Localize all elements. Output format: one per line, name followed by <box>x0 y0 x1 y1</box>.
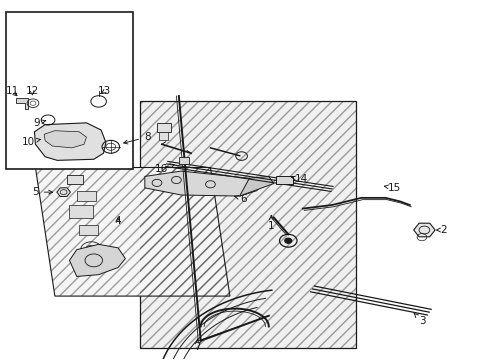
Polygon shape <box>34 123 106 160</box>
Text: 5: 5 <box>32 187 52 197</box>
Polygon shape <box>44 131 86 148</box>
Bar <box>67 175 82 184</box>
Polygon shape <box>140 102 356 348</box>
Text: 9: 9 <box>34 118 46 128</box>
Polygon shape <box>276 176 292 184</box>
Text: 3: 3 <box>413 313 425 326</box>
Text: 12: 12 <box>25 86 39 96</box>
Text: 14: 14 <box>291 174 307 184</box>
Text: 13: 13 <box>98 86 111 96</box>
Bar <box>77 192 96 202</box>
Text: 7: 7 <box>194 339 200 352</box>
Text: 8: 8 <box>123 132 150 144</box>
Text: 6: 6 <box>234 194 246 203</box>
Polygon shape <box>144 171 264 196</box>
Polygon shape <box>57 188 70 197</box>
Circle shape <box>285 238 291 243</box>
Bar <box>79 225 98 235</box>
Bar <box>157 123 170 132</box>
Text: 16: 16 <box>155 164 174 174</box>
Text: 4: 4 <box>115 216 121 226</box>
Polygon shape <box>69 244 125 276</box>
Bar <box>179 157 188 164</box>
Text: 1: 1 <box>267 216 274 231</box>
Text: 11: 11 <box>5 86 19 96</box>
Text: 10: 10 <box>21 137 41 147</box>
Bar <box>159 132 168 140</box>
Bar <box>6 12 132 169</box>
Text: 15: 15 <box>384 183 400 193</box>
Polygon shape <box>16 98 28 109</box>
Polygon shape <box>413 223 434 237</box>
Polygon shape <box>239 176 273 196</box>
Polygon shape <box>35 167 229 296</box>
Bar <box>69 205 93 217</box>
Text: 2: 2 <box>436 225 446 235</box>
